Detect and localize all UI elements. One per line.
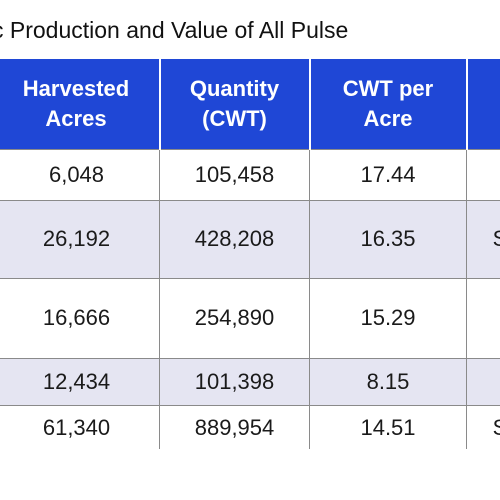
table-header-row: Harvested Acres Quantity (CWT) CWT per A…: [0, 59, 500, 149]
cell-quantity: 254,890: [159, 277, 310, 359]
cell-harvested-acres: 12,434: [0, 357, 160, 406]
cell-value-cut-off: [466, 277, 500, 359]
cell-harvested-acres: 26,192: [0, 199, 160, 279]
cell-cwt-per-acre: 8.15: [309, 357, 467, 406]
title-text: c Production and Value of All Pulse: [0, 17, 349, 43]
cell-value-cut-off: [466, 357, 500, 406]
header-value-cut-off: [466, 59, 500, 149]
cell-harvested-acres: 16,666: [0, 277, 160, 359]
cell-quantity: 101,398: [159, 357, 310, 406]
cell-value-cut-off: S: [466, 199, 500, 279]
table-row: 12,434 101,398 8.15: [0, 357, 500, 406]
table-row: 26,192 428,208 16.35 S: [0, 199, 500, 279]
pulse-production-table: Harvested Acres Quantity (CWT) CWT per A…: [0, 59, 500, 449]
cell-cwt-per-acre: 16.35: [309, 199, 467, 279]
cell-cwt-per-acre: 14.51: [309, 404, 467, 449]
header-cwt-per-acre: CWT per Acre: [309, 59, 468, 149]
cell-quantity: 428,208: [159, 199, 310, 279]
table-row: 6,048 105,458 17.44: [0, 148, 500, 201]
cell-quantity: 105,458: [159, 148, 310, 201]
cell-cwt-per-acre: 17.44: [309, 148, 467, 201]
page-title: c Production and Value of All Pulse: [0, 14, 500, 46]
header-harvested-acres: Harvested Acres: [0, 59, 161, 149]
header-quantity-cwt: Quantity (CWT): [159, 59, 311, 149]
cell-quantity: 889,954: [159, 404, 310, 449]
cell-value-cut-off: [466, 148, 500, 201]
cell-cwt-per-acre: 15.29: [309, 277, 467, 359]
cell-harvested-acres: 61,340: [0, 404, 160, 449]
pulse-table-container: Harvested Acres Quantity (CWT) CWT per A…: [0, 59, 500, 449]
cell-harvested-acres: 6,048: [0, 148, 160, 201]
cell-value-cut-off: S: [466, 404, 500, 449]
table-row: 16,666 254,890 15.29: [0, 277, 500, 359]
table-row-total: 61,340 889,954 14.51 S: [0, 404, 500, 449]
